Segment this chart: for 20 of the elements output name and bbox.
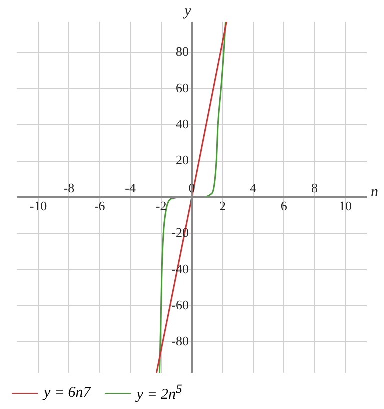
y-tick-label: 80 bbox=[176, 44, 189, 60]
x-axis-title: n bbox=[371, 184, 378, 200]
y-axis-title: y bbox=[182, 3, 192, 20]
x-tick-label: 2 bbox=[219, 198, 226, 214]
x2-tick-label: 8 bbox=[312, 180, 318, 196]
y-tick-label: -60 bbox=[172, 297, 189, 312]
x-tick-label: 6 bbox=[280, 198, 288, 214]
y-tick-label: 40 bbox=[176, 116, 189, 132]
y-tick-label: -80 bbox=[172, 334, 189, 349]
x-tick-label: -6 bbox=[94, 198, 106, 214]
legend-label: y = 2n$^{5}$ bbox=[136, 382, 182, 404]
x-tick-label: -2 bbox=[156, 198, 167, 214]
x-tick-label: 10 bbox=[339, 198, 352, 214]
y-tick-label: 20 bbox=[176, 152, 189, 168]
x2-tick-label: -4 bbox=[125, 180, 137, 196]
x-tick-label: -10 bbox=[30, 198, 48, 214]
y-tick-label: 60 bbox=[176, 80, 189, 96]
x2-tick-label: -8 bbox=[64, 180, 75, 196]
x2-tick-label: 4 bbox=[250, 180, 258, 196]
legend-label: y = 6n7 bbox=[44, 384, 91, 402]
